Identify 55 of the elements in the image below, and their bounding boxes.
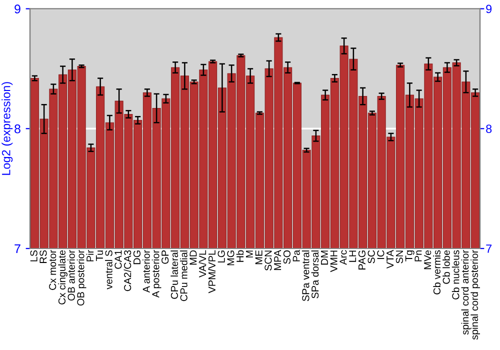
x-tick-label: SCN (264, 250, 272, 271)
x-tick-label: Cb vermis (433, 250, 440, 294)
x-tick-label: DM (321, 250, 328, 265)
x-tick-label: LH (349, 250, 356, 262)
x-tick-label: RS (40, 250, 47, 263)
x-tick-label: VA/VL (198, 250, 206, 278)
x-tick-label: A posterior (152, 250, 162, 298)
x-tick-label: OB anterior (68, 250, 75, 301)
x-tick-label: CA1 (114, 250, 122, 269)
x-tick-label: MVe (424, 250, 432, 270)
x-tick-label: SO (283, 250, 290, 264)
x-tick-label: Tu (96, 250, 103, 261)
x-tick-label: Cb lobe (442, 250, 450, 284)
x-tick-label: CA2/CA3 (124, 250, 132, 292)
x-tick-label: SPa dorsal (311, 250, 319, 298)
x-tick-label: MPA (274, 250, 282, 270)
x-tick-label: GP (162, 250, 169, 264)
x-tick-label: CPu lateral (170, 250, 178, 299)
x-tick-label: spinal cord posterior (470, 250, 480, 340)
y2-tick-label: 7 (486, 244, 492, 253)
y2-tick-label: 8 (486, 124, 492, 134)
x-tick-label: MG (227, 250, 234, 266)
x-tick-label: IC (377, 250, 384, 259)
x-tick-label: SN (396, 250, 403, 264)
x-tick-label: PAG (358, 250, 366, 270)
x-tick-label: CPu medial (180, 250, 188, 302)
y-axis-title: Log2 (expression) (2, 82, 13, 175)
x-tick-label: Tg (405, 250, 414, 262)
x-tick-label: LS (30, 250, 38, 262)
x-tick-label: ME (255, 250, 262, 264)
x-tick-label: Pa (292, 250, 300, 262)
x-tick-label: Cx motor (49, 250, 56, 290)
x-tick-label: SC (368, 250, 375, 264)
x-tick-label: VTA (386, 250, 394, 269)
x-tick-label: VMH (330, 250, 338, 272)
x-tick-label: OB posterior (76, 250, 86, 306)
x-tick-label: Arc (340, 250, 347, 265)
y2-tick-label: 9 (486, 4, 492, 14)
x-tick-label: spinal cord anterior (461, 250, 471, 335)
x-tick-label: Pir (86, 250, 94, 262)
x-tick-label: Pn (414, 250, 422, 262)
x-tick-label: MD (190, 250, 197, 265)
x-tick-label: M (246, 250, 253, 258)
x-tick-label: LG (218, 250, 225, 262)
x-tick-label: Cx cingulate (58, 250, 68, 304)
y-tick-label: 9 (14, 4, 20, 14)
y-tick-label: 7 (14, 244, 20, 254)
x-tick-label: DG (133, 250, 140, 264)
x-tick-label: SPa ventral (302, 250, 310, 302)
x-tick-label: Cb nucleus (452, 250, 460, 300)
x-tick-label: Hb (236, 250, 244, 262)
x-tick-label: ventral S (105, 250, 112, 290)
x-tick-label: VPM/VPL (208, 250, 216, 294)
x-tick-label: A anterior (142, 250, 150, 293)
y-tick-label: 8 (14, 124, 20, 134)
